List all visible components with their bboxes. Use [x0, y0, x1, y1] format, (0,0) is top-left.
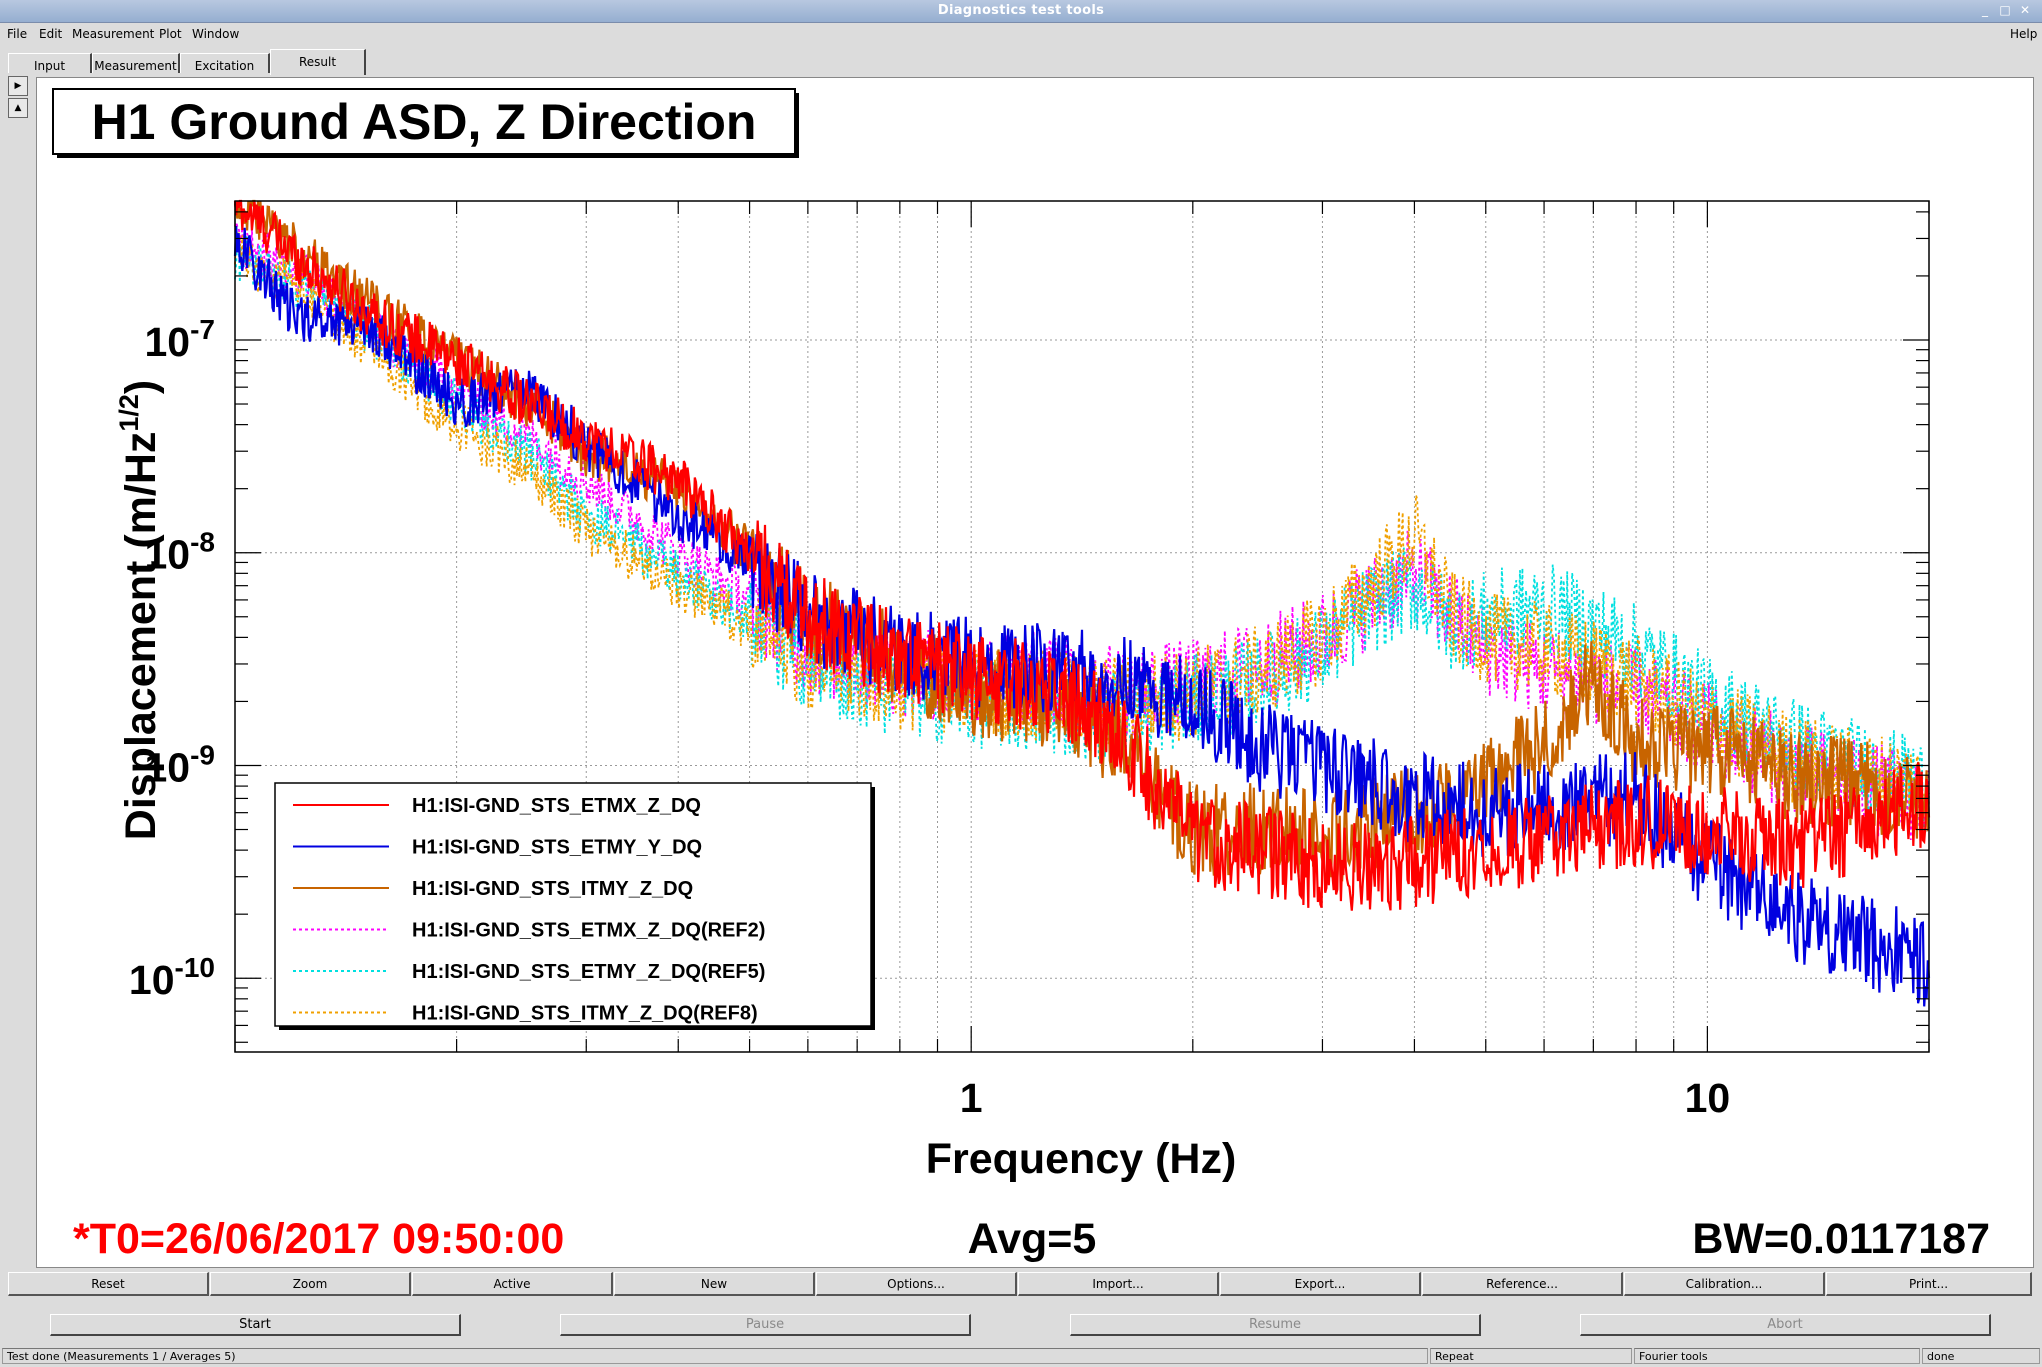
x-axis-label: Frequency (Hz): [926, 1135, 1237, 1183]
y-tick-exponent: -8: [190, 527, 215, 558]
control-button-row: Start Pause Resume Abort: [0, 1310, 2042, 1340]
legend-label: H1:ISI-GND_STS_ETMY_Z_DQ(REF5): [412, 961, 765, 983]
menu-help[interactable]: Help: [2010, 27, 2038, 41]
y-tick-base: 10: [129, 957, 175, 1003]
zoom-button[interactable]: Zoom: [210, 1272, 411, 1296]
new-button[interactable]: New: [614, 1272, 815, 1296]
y-tick-exponent: -10: [175, 952, 215, 983]
plot-title: H1 Ground ASD, Z Direction: [92, 94, 757, 150]
y-tick-label: 10-7: [144, 314, 215, 365]
y-tick-base: 10: [144, 319, 190, 365]
menubar: File Edit Measurement Plot Window Help: [0, 23, 2042, 47]
status-message: Test done (Measurements 1 / Averages 5): [2, 1348, 1428, 1364]
reference-button[interactable]: Reference...: [1422, 1272, 1623, 1296]
series-line: [233, 199, 1930, 883]
tab-excitation[interactable]: Excitation: [180, 53, 270, 73]
menu-plot[interactable]: Plot: [159, 27, 182, 41]
legend: H1:ISI-GND_STS_ETMX_Z_DQ H1:ISI-GND_STS_E…: [274, 782, 875, 1030]
start-button[interactable]: Start: [50, 1314, 461, 1336]
plot-button-row: Reset Zoom Active New Options... Import.…: [8, 1272, 2034, 1298]
asd-plot[interactable]: H1 Ground ASD, Z Direction 1 1010-710-810…: [37, 78, 2033, 1267]
calibration-button[interactable]: Calibration...: [1624, 1272, 1825, 1296]
status-tool: Fourier tools: [1634, 1348, 1920, 1364]
axis-ticks: [234, 201, 1930, 1052]
series-group: [233, 199, 1931, 1007]
arrow-right-icon[interactable]: ▶: [8, 76, 28, 96]
tab-bar: Input Measurement Excitation Result: [0, 48, 2042, 75]
legend-label: H1:ISI-GND_STS_ETMY_Y_DQ: [412, 837, 702, 859]
series-line: [234, 232, 1930, 832]
y-tick-label: 10-10: [129, 952, 215, 1003]
import-button[interactable]: Import...: [1018, 1272, 1219, 1296]
t0-timestamp: *T0=26/06/2017 09:50:00: [73, 1215, 564, 1263]
export-button[interactable]: Export...: [1220, 1272, 1421, 1296]
y-tick-label: 10-9: [144, 739, 215, 790]
active-button[interactable]: Active: [412, 1272, 613, 1296]
maximize-icon[interactable]: □: [1999, 3, 2011, 17]
close-icon[interactable]: ✕: [2019, 3, 2031, 17]
menu-window[interactable]: Window: [192, 27, 240, 41]
y-tick-base: 10: [144, 532, 190, 578]
plot-frame: [234, 200, 1930, 1053]
options-button[interactable]: Options...: [816, 1272, 1017, 1296]
pause-button[interactable]: Pause: [560, 1314, 971, 1336]
tab-result[interactable]: Result: [270, 49, 366, 75]
menu-edit[interactable]: Edit: [39, 27, 63, 41]
series-line: [234, 218, 1930, 841]
abort-button[interactable]: Abort: [1580, 1314, 1991, 1336]
pad-selector: ▶ ▲: [8, 76, 30, 120]
x-tick-label: 1: [960, 1075, 983, 1121]
legend-label: H1:ISI-GND_STS_ETMX_Z_DQ: [412, 795, 701, 817]
x-tick-label: 10: [1685, 1075, 1731, 1121]
status-state: done: [1922, 1348, 2040, 1364]
y-label-superscript: 1/2: [114, 394, 144, 432]
window-title: Diagnostics test tools: [937, 3, 1105, 18]
reset-button[interactable]: Reset: [8, 1272, 209, 1296]
print-button[interactable]: Print...: [1826, 1272, 2032, 1296]
y-label-close: ): [117, 380, 165, 394]
y-tick-exponent: -9: [190, 739, 215, 770]
title-box: H1 Ground ASD, Z Direction: [52, 88, 799, 158]
status-repeat: Repeat: [1430, 1348, 1632, 1364]
menu-measurement[interactable]: Measurement: [72, 27, 155, 41]
y-tick-base: 10: [144, 744, 190, 790]
series-line: [233, 199, 1931, 911]
status-bar: Test done (Measurements 1 / Averages 5) …: [0, 1346, 2042, 1367]
resume-button[interactable]: Resume: [1070, 1314, 1481, 1336]
window-titlebar: Diagnostics test tools _ □ ✕: [0, 0, 2042, 23]
legend-label: H1:ISI-GND_STS_ITMY_Z_DQ(REF8): [412, 1003, 758, 1025]
menu-file[interactable]: File: [7, 27, 28, 41]
arrow-up-icon[interactable]: ▲: [8, 98, 28, 118]
y-tick-label: 10-8: [144, 527, 215, 578]
y-tick-exponent: -7: [190, 314, 215, 345]
avg-count: Avg=5: [968, 1215, 1097, 1263]
series-line: [234, 234, 1930, 832]
legend-label: H1:ISI-GND_STS_ETMX_Z_DQ(REF2): [412, 920, 765, 942]
y-axis-label: Displacement (m/Hz1/2): [114, 380, 165, 840]
tab-input[interactable]: Input: [8, 53, 92, 73]
tab-measurement[interactable]: Measurement: [92, 53, 180, 73]
bandwidth: BW=0.0117187: [1692, 1215, 1990, 1263]
legend-label: H1:ISI-GND_STS_ITMY_Z_DQ: [412, 878, 693, 900]
minimize-icon[interactable]: _: [1982, 3, 1988, 17]
plot-canvas[interactable]: H1 Ground ASD, Z Direction 1 10 10-7 10-8 10…: [36, 77, 2034, 1268]
y-label-main: Displacement (m/Hz: [117, 432, 165, 841]
